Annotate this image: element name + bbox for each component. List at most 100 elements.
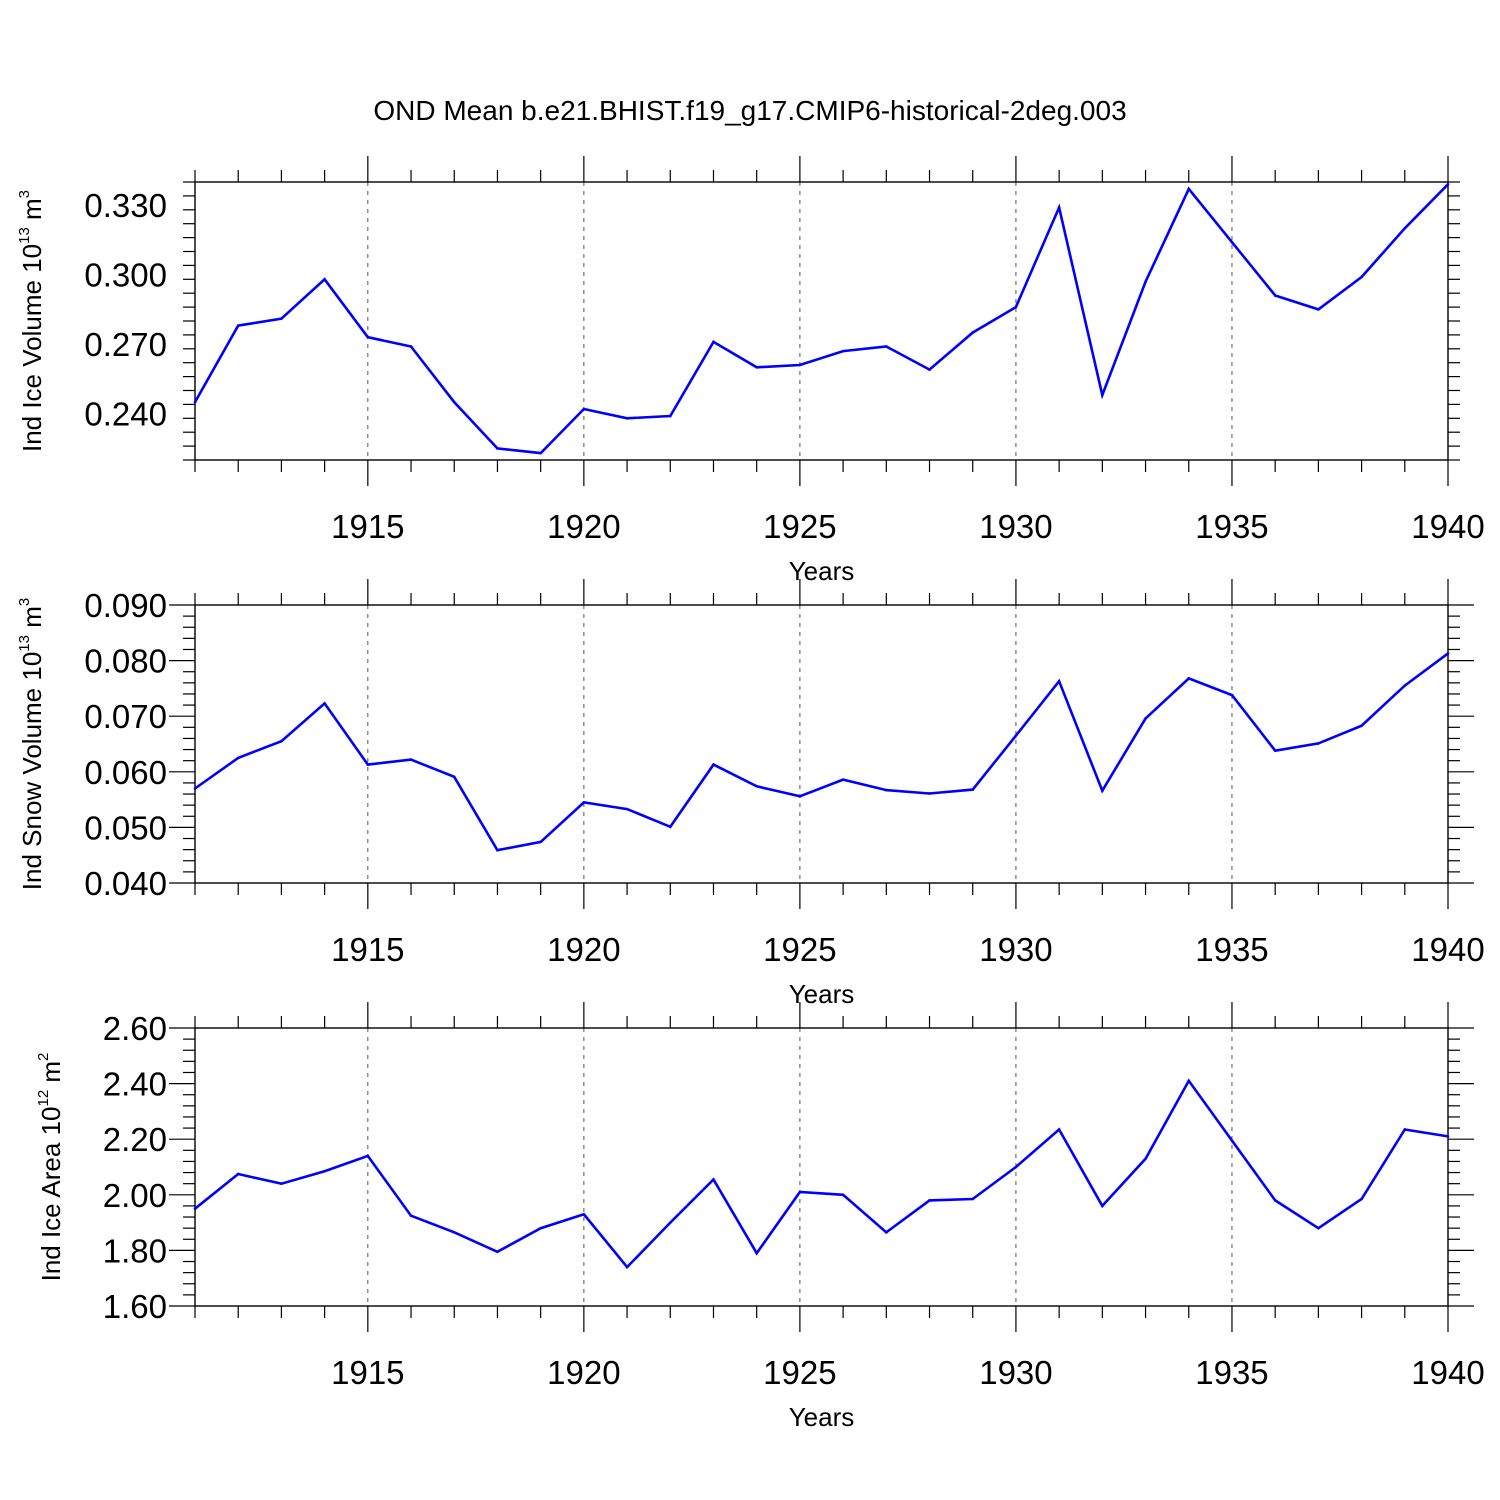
ice-area-data-point — [236, 1172, 240, 1176]
snow-volume-data-point — [625, 807, 629, 811]
ice-volume-data-point — [625, 417, 629, 420]
snow-volume-y-axis-label: Ind Snow Volume 1013 m3 — [16, 598, 47, 890]
snow-volume-data-point — [928, 792, 931, 795]
ice-area-x-tick-label: 1925 — [763, 1354, 836, 1391]
snow-volume-data-point — [1144, 717, 1147, 720]
snow-volume-y-tick-label: 0.070 — [84, 698, 167, 735]
snow-volume-data-point — [366, 763, 370, 766]
snow-volume-data-point — [1057, 679, 1061, 683]
ice-area-y-tick-label: 1.60 — [103, 1288, 167, 1325]
ice-volume-data-point — [1403, 227, 1407, 230]
snow-volume-y-tick-label: 0.040 — [84, 865, 167, 902]
snow-volume-data-point — [1360, 724, 1363, 727]
snow-volume-data-point — [798, 794, 802, 798]
ice-area-series-line — [194, 1078, 1449, 1270]
ice-area-data-point — [323, 1169, 326, 1173]
ice-volume-x-tick-label: 1940 — [1411, 508, 1484, 545]
snow-volume-data-point — [885, 788, 888, 792]
ice-volume-x-tick-label: 1935 — [1195, 508, 1268, 545]
ice-area-data-point — [496, 1250, 499, 1254]
ice-volume-y-axis-label-main: Ind Ice Volume 10 — [17, 244, 47, 452]
ice-area-data-point — [841, 1193, 845, 1197]
ice-volume-x-tick-label: 1930 — [979, 508, 1052, 545]
ice-area-data-point — [1057, 1128, 1061, 1131]
ice-area-data-point — [193, 1207, 197, 1210]
snow-volume-y-axis-label-unit-exponent: 3 — [16, 598, 33, 606]
ice-area-x-axis-label: Years — [789, 1402, 855, 1432]
snow-volume-y-tick-label: 0.080 — [84, 643, 167, 680]
ice-volume-data-point — [755, 366, 758, 369]
snow-volume-data-point — [496, 848, 499, 852]
panel-ice-area: 1.60 1.80 2.00 2.20 2.40 2.60 1915 1920 1925 1930… — [35, 1002, 1485, 1432]
ice-volume-y-axis-label: Ind Ice Volume 1013 m3 — [16, 190, 47, 452]
snow-volume-y-tick-label: 0.090 — [84, 587, 167, 624]
ice-area-data-point — [1403, 1128, 1407, 1131]
ice-area-data-point — [1230, 1139, 1234, 1142]
ice-area-x-tick-label: 1935 — [1195, 1354, 1268, 1391]
ice-area-data-point — [971, 1197, 975, 1201]
ice-area-data-point — [539, 1226, 542, 1230]
ice-area-data-point — [1273, 1199, 1277, 1202]
snow-volume-data-point — [409, 758, 413, 761]
snow-volume-data-point — [1273, 749, 1277, 752]
ice-volume-data-point — [1230, 240, 1234, 244]
ice-area-y-tick-label: 1.80 — [103, 1232, 167, 1269]
ice-volume-data-point — [582, 407, 586, 411]
ice-volume-data-point — [1273, 294, 1277, 297]
ice-volume-x-tick-label: 1925 — [763, 508, 836, 545]
ice-volume-data-point — [668, 414, 672, 418]
ice-area-y-axis-label-unit-exponent: 2 — [35, 1053, 52, 1061]
ice-volume-x-tick-label: 1920 — [547, 508, 620, 545]
ice-volume-data-point — [452, 400, 456, 404]
snow-volume-x-tick-label: 1915 — [331, 931, 404, 968]
ice-area-data-point — [1446, 1135, 1450, 1138]
ice-area-data-point — [668, 1221, 672, 1224]
ice-area-y-axis-label: Ind Ice Area 1012 m2 — [35, 1053, 66, 1282]
ice-volume-frame — [194, 181, 1449, 461]
ice-volume-data-point — [712, 340, 715, 344]
ice-volume-data-point — [236, 324, 240, 327]
ice-area-data-point — [366, 1154, 370, 1158]
snow-volume-data-point — [323, 702, 326, 705]
ice-volume-data-point — [409, 345, 413, 348]
ice-volume-data-point — [1446, 183, 1450, 186]
snow-volume-y-axis-label-exponent: 13 — [16, 635, 33, 652]
snow-volume-x-tick-label: 1930 — [979, 931, 1052, 968]
ice-area-x-tick-label: 1930 — [979, 1354, 1052, 1391]
snow-volume-data-point — [1187, 677, 1191, 680]
panel-ice-volume: 0.240 0.270 0.300 0.330 1915 1920 1925 1930 1935… — [16, 156, 1485, 586]
ice-area-data-point — [755, 1251, 758, 1255]
snow-volume-data-point — [755, 784, 758, 788]
ice-volume-data-point — [928, 368, 931, 371]
ice-area-data-point — [409, 1214, 413, 1217]
snow-volume-data-point — [1014, 734, 1018, 737]
ice-volume-data-point — [1317, 308, 1320, 311]
snow-volume-x-tick-label: 1920 — [547, 931, 620, 968]
ice-volume-data-point — [1360, 275, 1363, 279]
ice-volume-data-point — [971, 331, 975, 334]
ice-volume-data-point — [1187, 187, 1191, 191]
ice-area-data-point — [280, 1182, 283, 1185]
snow-volume-data-point — [1101, 789, 1104, 793]
snow-volume-data-point — [236, 756, 240, 760]
snow-volume-data-point — [1446, 652, 1450, 655]
ice-area-data-point — [885, 1231, 888, 1234]
snow-volume-data-point — [582, 801, 586, 804]
ice-volume-data-point — [366, 335, 370, 339]
snow-volume-y-axis-label-unit: m — [17, 606, 47, 635]
snow-volume-frame — [194, 604, 1449, 884]
snow-volume-y-tick-label: 0.050 — [84, 809, 167, 846]
ice-volume-data-point — [193, 400, 197, 404]
ice-volume-data-point — [496, 447, 499, 450]
snow-volume-data-point — [280, 739, 283, 743]
ice-area-data-point — [1187, 1079, 1191, 1083]
snow-volume-data-point — [1403, 684, 1407, 687]
ice-area-data-point — [1144, 1157, 1147, 1160]
ice-area-x-tick-label: 1915 — [331, 1354, 404, 1391]
ice-area-y-tick-label: 2.00 — [103, 1177, 167, 1214]
ice-volume-series-line — [193, 183, 1449, 455]
snow-volume-data-point — [971, 788, 975, 791]
figure-title: OND Mean b.e21.BHIST.f19_g17.CMIP6-histo… — [373, 95, 1126, 126]
snow-volume-series-line — [194, 652, 1449, 852]
